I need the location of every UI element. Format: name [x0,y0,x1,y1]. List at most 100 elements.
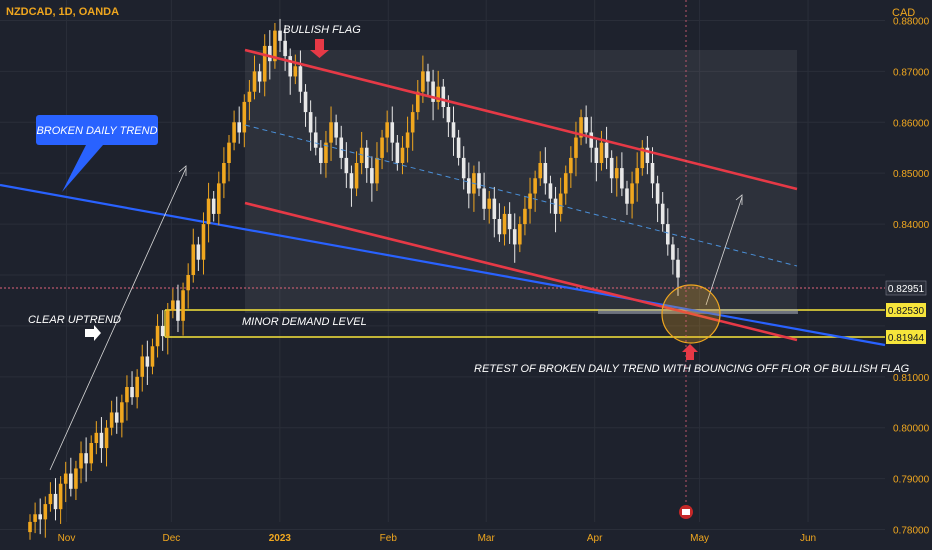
projection-arrow [705,196,743,306]
candle-body [375,157,379,184]
candle-body [196,244,201,260]
candle-body [114,412,119,423]
candle-body [456,137,461,158]
candle-body [558,193,563,214]
candle-body [283,40,287,57]
price-tick-label: 0.78000 [893,526,930,537]
candle-body [574,137,578,158]
candle-body [543,163,548,184]
candle-body [523,208,527,225]
candle-body [650,163,655,184]
candle-body [150,346,155,367]
candle-body [364,147,369,169]
projection-arrow-head [735,194,743,205]
candle-body [533,178,537,194]
candle-body [191,244,196,275]
time-tick-label: May [690,533,709,544]
currency-label: CAD [892,7,916,19]
candle-body [660,203,665,225]
price-tick-label: 0.86000 [893,118,930,129]
time-axis[interactable]: Nov Dec 2023 Feb Mar Apr May Jun [58,533,817,544]
candle-body [324,142,328,163]
candle-body [48,493,53,505]
candle-body [579,117,583,138]
candle-body [589,132,594,148]
flag-top-line [244,48,798,191]
price-axis[interactable]: 0.88000 0.87000 0.86000 0.85000 0.84000 0.810… [893,16,930,536]
minor-demand-label: MINOR DEMAND LEVEL [242,316,367,328]
candle-body [370,168,374,184]
candle-body [497,219,502,235]
candle-body [671,244,675,260]
candle-body [584,117,588,133]
time-tick-label: Dec [163,533,181,544]
candle-body [84,453,88,464]
ticker-label: NZDCAD, 1D, OANDA [6,6,120,18]
uptrend-arrow-head [178,165,187,176]
uptrend-arrow [49,167,187,471]
candle-body [242,101,247,133]
candle-body [237,122,241,133]
candle-body [38,514,43,520]
candle-body [604,142,609,158]
candle-body [278,30,282,41]
broken-trend-callout-tail [62,145,103,192]
candle-body [477,173,481,189]
candle-body [125,387,129,403]
retest-label: RETEST OF BROKEN DAILY TREND WITH BOUNCI… [474,363,910,375]
candle-body [507,213,512,230]
candle-body [380,137,384,158]
time-tick-label: Nov [58,533,76,544]
candle-body [467,178,471,194]
candle-body [28,521,32,533]
candle-body [74,468,78,489]
candle-body [431,81,435,102]
candle-body [160,325,165,337]
candle-body [109,412,114,428]
candle-body [665,224,670,245]
candle-body [252,71,257,92]
clear-uptrend-label: CLEAR UPTREND [28,314,121,326]
candle-body [89,443,94,464]
candle-body [569,157,573,174]
candle-body [227,142,231,163]
candle-body [415,91,420,113]
candle-body [395,142,400,163]
candle-body [186,275,190,291]
candle-body [313,132,318,148]
candle-body [441,86,446,107]
candle-body [298,66,303,92]
candle-body [104,427,109,449]
candle-body [594,147,599,163]
broken-trend-label: BROKEN DAILY TREND [36,125,157,137]
price-tick-label: 0.84000 [893,220,930,231]
clear-uptrend-arrow [85,325,101,341]
flag-bottom-line [244,201,798,342]
price-tick-label: 0.88000 [893,16,930,27]
candle-body [206,198,211,225]
price-tick-label: 0.81000 [893,373,930,384]
candle-body [308,112,313,133]
time-tick-label: Feb [380,533,398,544]
candles [28,18,680,540]
candle-body [120,402,124,423]
candle-body [553,198,558,214]
candle-body [130,387,134,398]
candle-body [426,71,430,82]
candle-body [329,122,333,143]
candle-body [655,183,660,204]
candle-body [518,224,522,245]
candle-body [171,300,175,311]
candle-body [461,157,466,179]
candle-body [354,163,359,189]
candle-body [145,356,150,367]
candle-body [262,45,267,82]
candle-body [400,147,405,163]
candle-body [43,504,48,520]
candle-body [69,473,73,489]
flag-shade [245,50,797,313]
candle-body [33,514,37,522]
candle-body [645,147,650,163]
candle-body [79,453,83,469]
